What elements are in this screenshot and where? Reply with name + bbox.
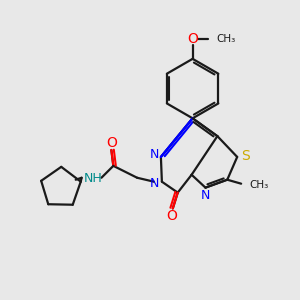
Text: O: O [187, 32, 198, 46]
Text: N: N [201, 189, 210, 202]
Text: N: N [149, 177, 159, 190]
Text: CH₃: CH₃ [216, 34, 236, 44]
Text: N: N [149, 148, 159, 161]
Text: NH: NH [84, 172, 103, 185]
Text: O: O [106, 136, 117, 150]
Text: O: O [167, 209, 177, 224]
Text: S: S [241, 149, 250, 163]
Text: CH₃: CH₃ [249, 180, 268, 190]
